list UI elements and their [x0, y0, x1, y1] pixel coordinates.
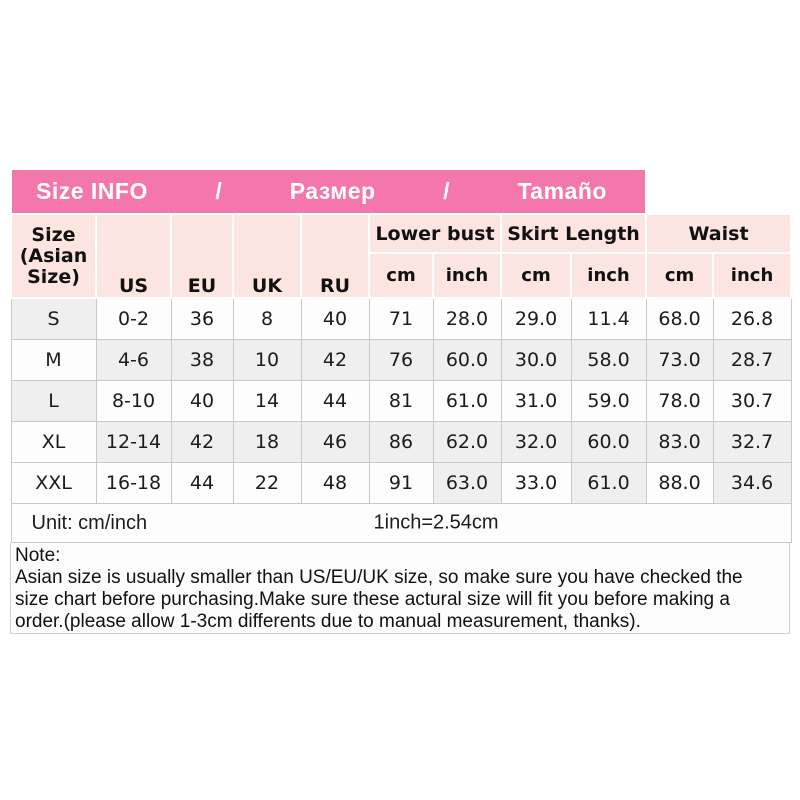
size-cell: 48: [300, 462, 370, 504]
size-row-m: M 4-6 38 10 42 76 60.0 30.0 58.0 73.0 28…: [10, 339, 792, 381]
size-cell: 22: [232, 462, 302, 504]
size-cell: M: [10, 339, 97, 381]
size-cell: L: [10, 380, 97, 422]
size-row-xxl: XXL 16-18 44 22 48 91 63.0 33.0 61.0 88.…: [10, 462, 792, 504]
size-cell: 32.0: [500, 421, 572, 463]
header-waist-cm: cm: [645, 252, 715, 299]
size-cell: 4-6: [95, 339, 172, 381]
size-cell: 71: [368, 297, 434, 340]
note-line: order.(please allow 1-3cm differents due…: [15, 611, 641, 632]
size-cell: 28.7: [712, 339, 792, 381]
size-cell: 34.6: [712, 462, 792, 504]
size-cell: 58.0: [570, 339, 647, 381]
header-us: US: [95, 213, 172, 299]
unit-row: Unit: cm/inch 1inch=2.54cm: [10, 503, 792, 543]
header-bust-inch: inch: [431, 252, 503, 299]
size-cell: 86: [368, 421, 434, 463]
size-cell: 60.0: [570, 421, 647, 463]
title-separator: /: [215, 178, 223, 204]
header-eu: EU: [170, 213, 234, 299]
size-cell: XXL: [10, 462, 97, 504]
size-cell: 10: [232, 339, 302, 381]
size-cell: 40: [300, 297, 370, 340]
unit-row-cell: Unit: cm/inch 1inch=2.54cm: [10, 503, 792, 543]
size-cell: 91: [368, 462, 434, 504]
size-cell: 44: [300, 380, 370, 422]
size-cell: 78.0: [645, 380, 714, 422]
size-cell: 33.0: [500, 462, 572, 504]
size-cell: 12-14: [95, 421, 172, 463]
size-cell: XL: [10, 421, 97, 463]
size-cell: 32.7: [712, 421, 792, 463]
size-cell: 30.7: [712, 380, 792, 422]
size-cell: 61.0: [570, 462, 647, 504]
size-cell: 68.0: [645, 297, 714, 340]
title-segment-es: Tamaño: [517, 178, 607, 204]
inch-conversion-note: 1inch=2.54cm: [373, 511, 499, 534]
size-cell: 8-10: [95, 380, 172, 422]
size-cell: 40: [170, 380, 234, 422]
title-separator: /: [443, 178, 450, 204]
size-cell: 38: [170, 339, 234, 381]
size-cell: 76: [368, 339, 434, 381]
header-waist-inch: inch: [712, 252, 793, 299]
note-block: Note: Asian size is usually smaller than…: [10, 543, 790, 634]
header-skirt-inch: inch: [570, 252, 648, 299]
size-cell: 11.4: [570, 297, 647, 340]
size-cell: 59.0: [570, 380, 647, 422]
note-line: Asian size is usually smaller than US/EU…: [15, 567, 743, 588]
header-size-asian: Size (Asian Size): [10, 213, 97, 299]
header-skirt-length: Skirt Length: [500, 213, 648, 254]
header-uk: UK: [232, 213, 302, 299]
size-cell: 60.0: [432, 339, 502, 381]
size-cell: 46: [300, 421, 370, 463]
size-cell: S: [10, 297, 97, 340]
size-row-l: L 8-10 40 14 44 81 61.0 31.0 59.0 78.0 3…: [10, 380, 792, 422]
size-cell: 30.0: [500, 339, 572, 381]
size-row-xl: XL 12-14 42 18 46 86 62.0 32.0 60.0 83.0…: [10, 421, 792, 463]
size-cell: 83.0: [645, 421, 714, 463]
size-cell: 88.0: [645, 462, 714, 504]
size-table: Size (Asian Size) US EU UK RU Lower bust…: [10, 213, 793, 543]
size-cell: 44: [170, 462, 234, 504]
header-waist: Waist: [645, 213, 793, 254]
size-cell: 42: [170, 421, 234, 463]
size-cell: 62.0: [432, 421, 502, 463]
size-chart: Size INFO / Размер / Tamaño Size (Asian …: [10, 170, 793, 634]
size-row-s: S 0-2 36 8 40 71 28.0 29.0 11.4 68.0 26.…: [10, 297, 792, 340]
size-cell: 0-2: [95, 297, 172, 340]
size-cell: 42: [300, 339, 370, 381]
size-cell: 31.0: [500, 380, 572, 422]
header-skirt-cm: cm: [500, 252, 573, 299]
size-cell: 18: [232, 421, 302, 463]
title-segment-ru: Размер: [289, 178, 376, 204]
title-segment-en: Size INFO: [36, 178, 148, 204]
note-line: size chart before purchasing.Make sure t…: [15, 589, 730, 610]
size-cell: 61.0: [432, 380, 502, 422]
size-cell: 36: [170, 297, 234, 340]
unit-note: Unit: cm/inch: [31, 511, 148, 534]
size-cell: 8: [232, 297, 302, 340]
header-ru: RU: [300, 213, 370, 299]
header-bust-cm: cm: [368, 252, 434, 299]
header-lower-bust: Lower bust: [367, 213, 503, 254]
note-heading: Note:: [15, 545, 61, 566]
size-chart-title-bar: Size INFO / Размер / Tamaño: [12, 170, 645, 213]
size-cell: 29.0: [500, 297, 572, 340]
size-cell: 16-18: [95, 462, 172, 504]
size-cell: 73.0: [645, 339, 714, 381]
size-cell: 26.8: [712, 297, 792, 340]
size-cell: 81: [368, 380, 434, 422]
size-cell: 28.0: [432, 297, 502, 340]
size-cell: 14: [232, 380, 302, 422]
size-cell: 63.0: [432, 462, 502, 504]
